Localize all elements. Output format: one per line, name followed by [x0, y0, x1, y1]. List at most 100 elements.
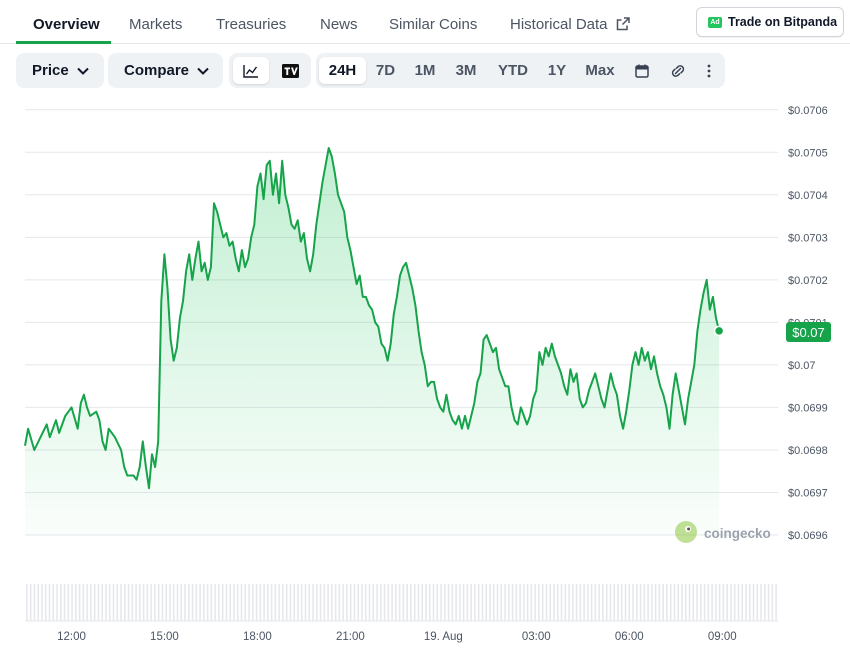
line-chart-button[interactable]	[233, 57, 269, 84]
volume-bar	[199, 584, 201, 621]
trade-on-bitpanda-button[interactable]: Ad Trade on Bitpanda	[696, 7, 844, 37]
volume-bar	[387, 584, 390, 621]
range-7d[interactable]: 7D	[369, 57, 402, 84]
volume-bar	[466, 584, 469, 621]
volume-bar	[745, 584, 747, 621]
volume-bar	[775, 584, 777, 621]
volume-bar	[700, 584, 702, 621]
volume-bar	[206, 584, 209, 621]
x-tick-label: 21:00	[336, 631, 365, 643]
volume-bar	[410, 584, 412, 621]
volume-bar	[703, 584, 706, 621]
volume-bar	[184, 584, 186, 621]
volume-bar	[605, 584, 608, 621]
volume-bar	[372, 584, 375, 621]
volume-bar	[538, 584, 540, 621]
volume-bar	[658, 584, 661, 621]
volume-bar	[756, 584, 759, 621]
compare-dropdown[interactable]: Compare	[108, 53, 223, 88]
volume-bar	[685, 584, 687, 621]
volume-bar	[285, 584, 288, 621]
volume-bar	[146, 584, 149, 621]
volume-bar	[624, 584, 627, 621]
calendar-icon	[635, 64, 649, 78]
volume-bar	[157, 584, 160, 621]
volume-bar	[692, 584, 695, 621]
volume-bar	[323, 584, 326, 621]
tab-similar-coins[interactable]: Similar Coins	[389, 16, 478, 33]
volume-bar	[195, 584, 198, 621]
volume-bar	[154, 584, 156, 621]
x-tick-label: 06:00	[615, 631, 644, 643]
price-dropdown[interactable]: Price	[16, 53, 104, 88]
volume-bar	[221, 584, 224, 621]
volume-bar	[609, 584, 612, 621]
volume-bar	[530, 584, 533, 621]
volume-bar	[590, 584, 593, 621]
volume-bar	[617, 584, 619, 621]
volume-bar	[726, 584, 728, 621]
volume-bar	[620, 584, 623, 621]
volume-bar	[263, 584, 265, 621]
range-1y[interactable]: 1Y	[543, 57, 571, 84]
volume-bar	[492, 584, 495, 621]
volume-bar	[327, 584, 329, 621]
volume-bar	[112, 584, 115, 621]
range-max-label: Max	[585, 62, 615, 79]
price-dropdown-label: Price	[32, 62, 69, 79]
volume-bar	[733, 584, 736, 621]
tab-treasuries[interactable]: Treasuries	[216, 16, 287, 33]
volume-bar	[575, 584, 578, 621]
y-tick-label: $0.0704	[788, 190, 828, 202]
range-max[interactable]: Max	[580, 57, 620, 84]
volume-bar	[741, 584, 743, 621]
volume-bar	[440, 584, 442, 621]
volume-bar	[696, 584, 698, 621]
chevron-down-icon	[197, 67, 209, 75]
volume-bar	[677, 584, 679, 621]
volume-bar	[519, 584, 521, 621]
volume-bar	[37, 584, 39, 621]
volume-bar	[613, 584, 615, 621]
volume-bar	[730, 584, 732, 621]
y-tick-label: $0.07	[788, 360, 816, 372]
y-tick-label: $0.0696	[788, 530, 828, 542]
volume-bar	[764, 584, 766, 621]
volume-bar	[233, 584, 235, 621]
volume-bar	[93, 584, 96, 621]
tradingview-button[interactable]	[273, 57, 307, 84]
time-range-group: 24H 7D 1M 3M YTD 1Y Max	[316, 53, 725, 88]
tab-news[interactable]: News	[320, 16, 358, 33]
volume-bar	[357, 584, 359, 621]
more-options-button[interactable]	[700, 57, 718, 84]
x-tick-label: 15:00	[150, 631, 179, 643]
range-ytd[interactable]: YTD	[492, 57, 534, 84]
range-1m[interactable]: 1M	[409, 57, 441, 84]
volume-bar	[105, 584, 107, 621]
volume-bar	[402, 584, 405, 621]
volume-bar	[331, 584, 333, 621]
volume-bar	[236, 584, 239, 621]
volume-bar	[737, 584, 740, 621]
range-3m[interactable]: 3M	[449, 57, 483, 84]
volume-bar	[447, 584, 450, 621]
tab-markets[interactable]: Markets	[129, 16, 183, 33]
tab-overview[interactable]: Overview	[33, 16, 100, 33]
share-link-button[interactable]	[664, 57, 692, 84]
volume-bar	[71, 584, 73, 621]
volume-bar	[636, 584, 638, 621]
volume-bar	[451, 584, 454, 621]
volume-bar	[60, 584, 62, 621]
coingecko-logo-icon	[675, 521, 697, 543]
range-24h[interactable]: 24H	[319, 57, 366, 84]
volume-bar	[218, 584, 220, 621]
volume-bar	[293, 584, 295, 621]
volume-bar	[255, 584, 258, 621]
volume-bar	[229, 584, 231, 621]
date-picker-button[interactable]	[629, 57, 655, 84]
volume-bar	[161, 584, 164, 621]
range-1m-label: 1M	[414, 62, 436, 79]
tab-historical-data[interactable]: Historical Data	[510, 16, 630, 33]
volume-bar	[568, 584, 570, 621]
